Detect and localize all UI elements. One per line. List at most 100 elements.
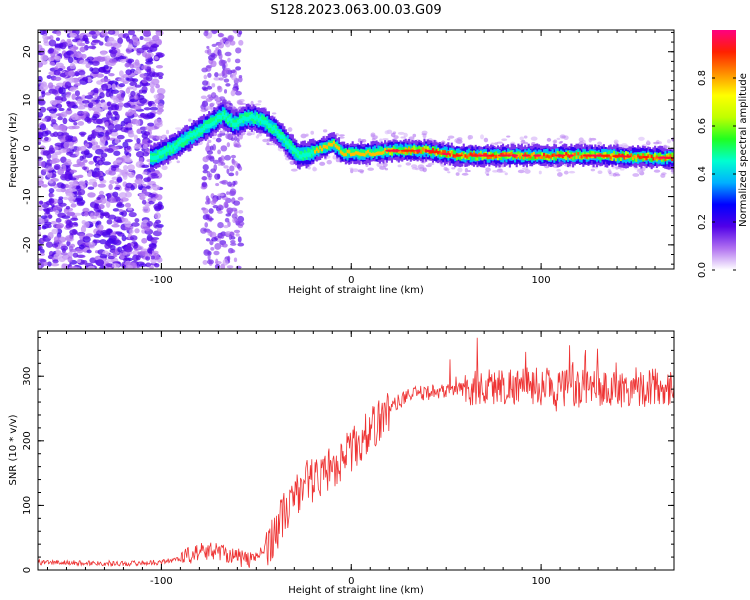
heatmap-cell (147, 122, 155, 127)
heatmap-cell (41, 184, 48, 188)
heatmap-cell (87, 265, 96, 269)
heatmap-cell (74, 82, 81, 86)
heatmap-cell (72, 50, 78, 55)
heatmap-cell (108, 30, 114, 34)
heatmap-cell (530, 136, 538, 141)
heatmap-cell (50, 178, 59, 182)
heatmap-cell (590, 168, 596, 172)
heatmap-cell (224, 40, 231, 48)
heatmap-cell (108, 170, 116, 176)
heatmap-cell (60, 183, 66, 189)
heatmap-cell (421, 147, 424, 155)
heatmap-cell (493, 155, 496, 159)
heatmap-cell (141, 164, 150, 168)
heatmap-cell (224, 217, 230, 223)
heatmap-cell (67, 56, 74, 64)
heatmap-cell (65, 205, 70, 210)
heatmap-cell (384, 147, 387, 152)
heatmap-cell (554, 154, 566, 157)
heatmap-cell (429, 150, 441, 154)
heatmap-cell (38, 112, 44, 118)
heatmap-cell (202, 125, 206, 131)
heatmap-cell (216, 115, 219, 120)
heatmap-cell (135, 119, 141, 127)
heatmap-cell (110, 164, 120, 168)
heatmap-cell (172, 145, 175, 154)
heatmap-cell (161, 165, 168, 171)
heatmap-cell (129, 235, 138, 241)
heatmap-cell (78, 70, 86, 76)
heatmap-cell (254, 103, 262, 106)
heatmap-cell (66, 151, 73, 156)
heatmap-cell (553, 153, 556, 157)
heatmap-cell (136, 137, 141, 144)
heatmap-cell (58, 107, 65, 112)
heatmap-cell (95, 118, 103, 124)
colorbar-gradient (712, 30, 736, 270)
heatmap-cell (307, 166, 311, 170)
heatmap-cell (541, 155, 544, 159)
heatmap-cell (310, 149, 313, 154)
heatmap-cell (218, 77, 224, 81)
heatmap-cell (203, 74, 208, 80)
heatmap-cell (262, 138, 269, 143)
heatmap-cell (54, 55, 62, 61)
heatmap-cell (38, 244, 42, 251)
heatmap-cell (54, 66, 59, 71)
heatmap-cell (287, 127, 293, 132)
heatmap-cell (99, 254, 108, 259)
heatmap-cell (66, 240, 71, 247)
heatmap-cell (51, 89, 59, 95)
heatmap-cell (517, 153, 520, 158)
heatmap-cell (97, 183, 106, 188)
heatmap-cell (124, 62, 131, 68)
heatmap-cell (155, 65, 164, 69)
heatmap-cell (217, 210, 223, 214)
heatmap-cell (127, 207, 133, 211)
heatmap-cell (609, 156, 612, 160)
heatmap-cell (625, 155, 632, 158)
heatmap-cell (133, 144, 142, 150)
heatmap-cell (76, 40, 83, 46)
heatmap-cell (100, 152, 108, 158)
heatmap-cell (447, 135, 455, 139)
heatmap-cell (337, 146, 341, 150)
heatmap-cell (114, 138, 120, 144)
heatmap-cell (107, 255, 115, 260)
heatmap-cell (125, 264, 134, 269)
heatmap-cell (54, 165, 60, 170)
heatmap-cell (135, 151, 145, 158)
heatmap-cell (92, 113, 100, 119)
heatmap-cell (524, 152, 527, 156)
heatmap-cell (217, 204, 223, 209)
heatmap-cell (134, 218, 140, 223)
heatmap-cell (114, 104, 120, 111)
heatmap-cell (522, 155, 525, 160)
heatmap-cell (88, 160, 95, 165)
heatmap-cell (82, 159, 88, 163)
heatmap-cell (108, 197, 116, 204)
heatmap-cell (52, 124, 58, 130)
heatmap-cell (529, 155, 532, 159)
heatmap-cell (116, 178, 123, 182)
heatmap-cell (158, 151, 161, 156)
heatmap-cell (184, 137, 187, 146)
heatmap-cell (600, 154, 611, 157)
heatmap-cell (427, 162, 435, 166)
heatmap-cell (156, 87, 166, 95)
heatmap-cell (55, 250, 60, 256)
heatmap-cell (74, 70, 79, 77)
heatmap-cell (238, 98, 245, 103)
heatmap-cell (671, 152, 674, 160)
heatmap-cell (235, 122, 238, 127)
heatmap-cell (141, 133, 149, 139)
heatmap-cell (141, 79, 148, 84)
heatmap-cell (131, 78, 139, 83)
heatmap-cell (226, 117, 230, 123)
heatmap-cell (231, 159, 236, 165)
heatmap-cell (84, 95, 94, 100)
heatmap-cell (141, 199, 147, 205)
heatmap-cell (140, 113, 147, 118)
heatmap-cell (67, 184, 77, 189)
